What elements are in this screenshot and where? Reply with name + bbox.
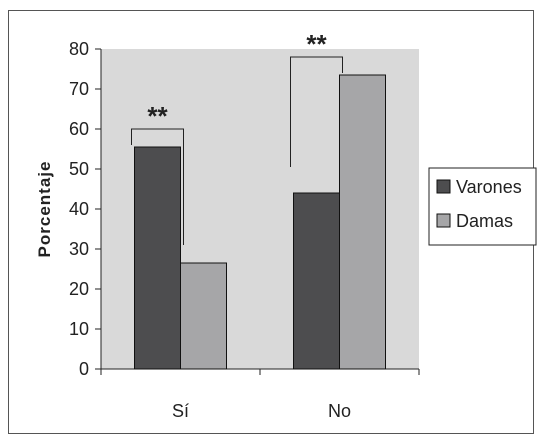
x-ticks: Sí No [100, 369, 420, 421]
y-tick-label: 20 [69, 279, 89, 299]
legend-label-damas: Damas [456, 211, 513, 231]
bars [134, 74, 386, 370]
y-tick-label: 10 [69, 319, 89, 339]
y-tick-label: 60 [69, 119, 89, 139]
x-tick-label: Sí [172, 401, 189, 421]
significance-brackets: ** ** [131, 29, 343, 245]
legend-swatch-varones [436, 179, 451, 194]
significance-bracket [290, 56, 343, 167]
y-tick-label: 80 [69, 39, 89, 59]
bar-varones-0 [134, 146, 181, 370]
bar-damas-1 [339, 74, 386, 370]
significance-label: ** [147, 101, 168, 131]
y-axis-label: Porcentaje [35, 161, 54, 258]
y-tick-label: 50 [69, 159, 89, 179]
y-tick-label: 70 [69, 79, 89, 99]
legend: Varones Damas [428, 167, 537, 246]
y-ticks: 0 10 20 30 40 50 60 70 80 [69, 39, 101, 379]
legend-label-varones: Varones [456, 177, 522, 197]
y-tick-label: 30 [69, 239, 89, 259]
bar-varones-1 [293, 192, 340, 370]
bar-damas-0 [180, 262, 227, 370]
significance-bracket [131, 128, 184, 245]
significance-label: ** [306, 29, 327, 59]
y-tick-label: 0 [79, 359, 89, 379]
x-tick-label: No [328, 401, 351, 421]
y-tick-label: 40 [69, 199, 89, 219]
legend-swatch-damas [436, 213, 451, 228]
